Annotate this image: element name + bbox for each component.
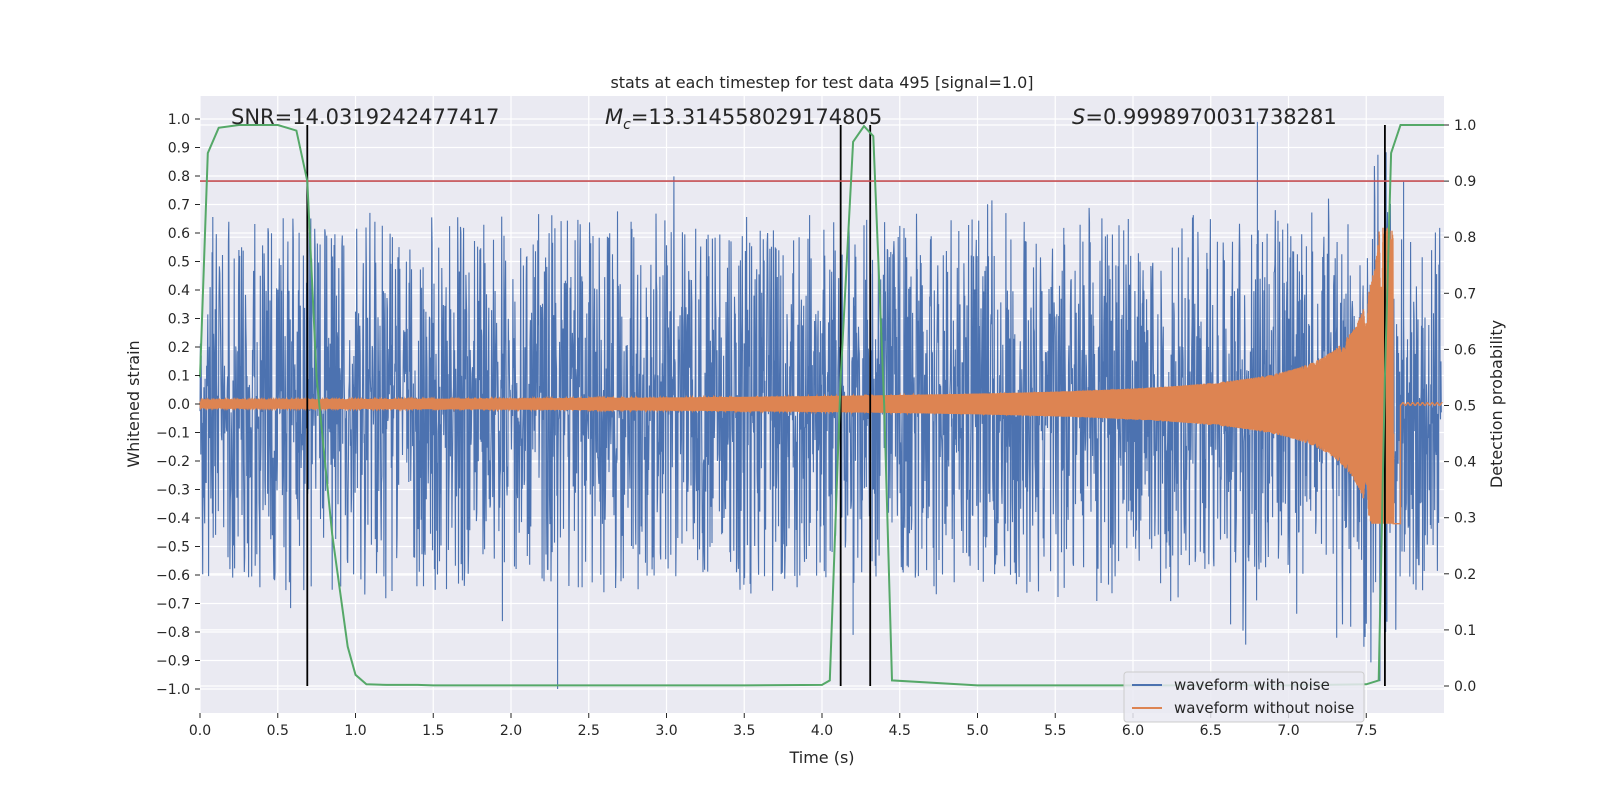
y-tick-label: 0.9 — [168, 141, 190, 157]
s-symbol: S — [1072, 105, 1085, 129]
x-tick-label: 3.0 — [655, 723, 677, 739]
x-tick-label: 4.5 — [889, 723, 911, 739]
y-tick-label: 0.8 — [168, 169, 190, 185]
x-tick-label: 0.5 — [267, 723, 289, 739]
y2-tick-label: 1.0 — [1454, 118, 1476, 134]
y-tick-label: −1.0 — [156, 682, 190, 698]
y-tick-label: 0.5 — [168, 255, 190, 271]
chart-title: stats at each timestep for test data 495… — [610, 73, 1033, 92]
x-tick-label: 5.0 — [966, 723, 988, 739]
x-axis-label: Time (s) — [788, 748, 854, 767]
x-tick-label: 1.0 — [344, 723, 366, 739]
y-tick-label: −0.7 — [156, 597, 190, 613]
y-axis-label: Whitened strain — [124, 340, 143, 467]
y2-tick-label: 0.9 — [1454, 174, 1476, 190]
y-tick-label: −0.9 — [156, 654, 190, 670]
y2-tick-label: 0.7 — [1454, 286, 1476, 302]
y2-tick-label: 0.4 — [1454, 455, 1476, 471]
y2-tick-label: 0.2 — [1454, 567, 1476, 583]
y-tick-label: −0.4 — [156, 511, 190, 527]
mc-value: =13.314558029174805 — [631, 105, 882, 129]
s-value: =0.9998970031738281 — [1085, 105, 1336, 129]
y-tick-label: −0.1 — [156, 426, 190, 442]
x-tick-label: 7.5 — [1355, 723, 1377, 739]
x-tick-label: 5.5 — [1044, 723, 1066, 739]
y-tick-label: −0.3 — [156, 483, 190, 499]
y-tick-label: 0.0 — [168, 397, 190, 413]
x-tick-label: 3.5 — [733, 723, 755, 739]
y2-tick-label: 0.3 — [1454, 511, 1476, 527]
y2-tick-label: 0.6 — [1454, 342, 1476, 358]
y2-tick-label: 0.8 — [1454, 230, 1476, 246]
y-tick-label: 0.2 — [168, 340, 190, 356]
y-tick-label: 0.1 — [168, 369, 190, 385]
x-tick-label: 2.5 — [578, 723, 600, 739]
series-waveform-without-noise — [199, 227, 1443, 525]
y-tick-label: 0.4 — [168, 283, 190, 299]
y-tick-label: 0.3 — [168, 312, 190, 328]
y-tick-label: 0.6 — [168, 226, 190, 242]
y-tick-label: −0.6 — [156, 568, 190, 584]
x-tick-label: 6.5 — [1200, 723, 1222, 739]
y-tick-label: −0.5 — [156, 540, 190, 556]
x-tick-label: 7.0 — [1277, 723, 1299, 739]
s-annotation: S=0.9998970031738281 — [1072, 105, 1337, 129]
legend-box — [1123, 671, 1365, 723]
series-waveform-with-noise — [199, 121, 1442, 689]
x-tick-label: 0.0 — [189, 723, 211, 739]
x-tick-label: 1.5 — [422, 723, 444, 739]
y2-tick-label: 0.1 — [1454, 623, 1476, 639]
y-tick-label: −0.2 — [156, 454, 190, 470]
clean-waveform-line — [199, 227, 1443, 525]
y-tick-label: 1.0 — [168, 112, 190, 128]
mc-symbol: M — [605, 105, 623, 129]
x-tick-label: 6.0 — [1122, 723, 1144, 739]
x-tick-label: 2.0 — [500, 723, 522, 739]
y-tick-label: −0.8 — [156, 625, 190, 641]
y2-tick-label: 0.5 — [1454, 399, 1476, 415]
legend: waveform with noise waveform without noi… — [1123, 671, 1365, 723]
legend-label-clean: waveform without noise — [1174, 699, 1354, 717]
y-tick-label: 0.7 — [168, 198, 190, 214]
y2-tick-label: 0.0 — [1454, 679, 1476, 695]
mc-annotation: Mc=13.314558029174805 — [605, 105, 882, 133]
snr-annotation: SNR=14.0319242477417 — [231, 105, 499, 129]
noisy-waveform-line — [199, 121, 1442, 689]
axes: 0.0 0.5 1.0 1.5 2.0 2.5 3.0 3.5 4.0 4.5 5.0 5.5 6.0 6… — [156, 112, 1476, 739]
mc-subscript: c — [623, 117, 631, 133]
legend-label-noise: waveform with noise — [1174, 676, 1330, 694]
x-tick-label: 4.0 — [811, 723, 833, 739]
y2-axis-label: Detection probability — [1487, 320, 1506, 488]
